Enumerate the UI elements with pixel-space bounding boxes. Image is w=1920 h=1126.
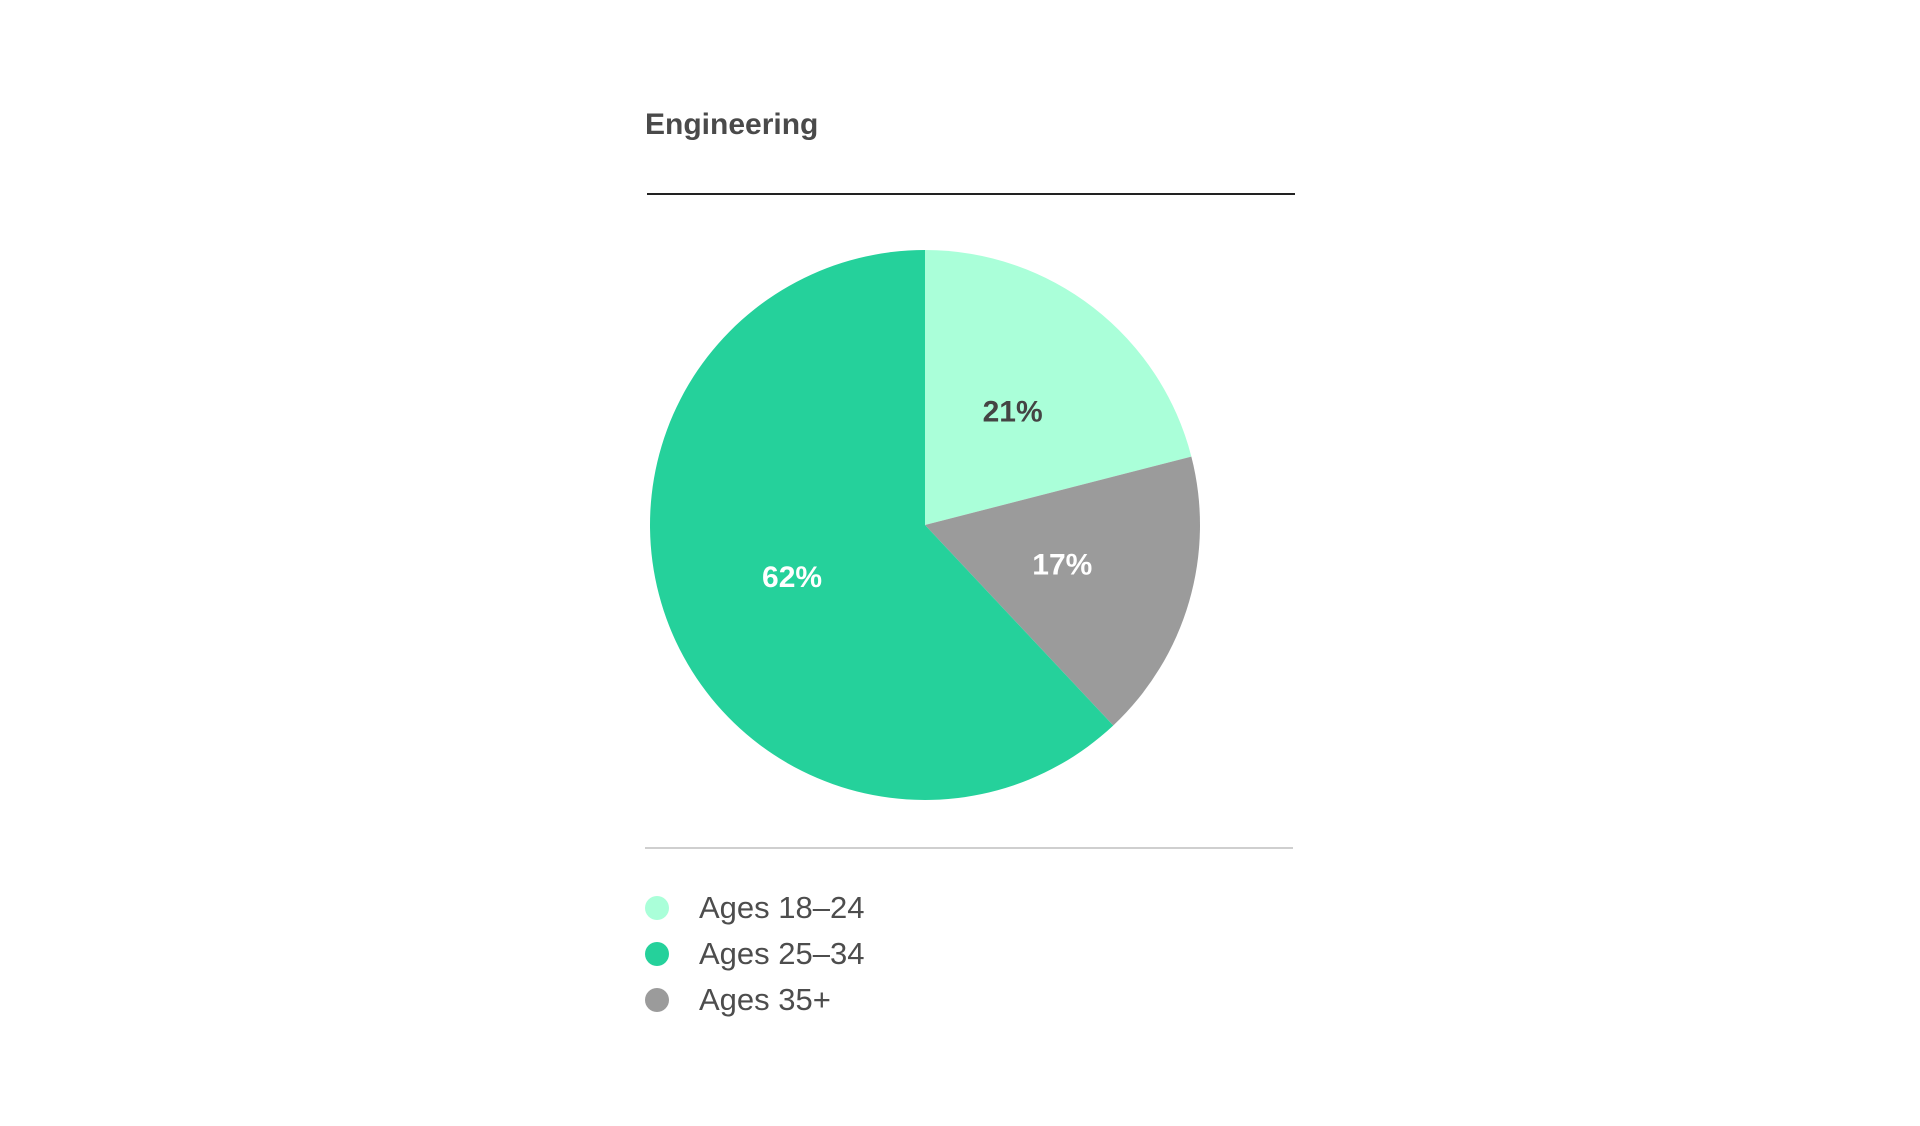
pie-slice-data-label: 17% bbox=[1032, 548, 1092, 581]
pie-slices bbox=[650, 250, 1200, 800]
legend-swatch-icon bbox=[645, 942, 669, 966]
legend-swatch-icon bbox=[645, 988, 669, 1012]
legend-item-ages-25-34: Ages 25–34 bbox=[645, 931, 864, 977]
legend-item-ages-18-24: Ages 18–24 bbox=[645, 885, 864, 931]
pie-slice-data-label: 62% bbox=[762, 561, 822, 594]
pie-chart-card: Engineering 21% 17% 62% Ages 18–24 Ages 25… bbox=[645, 90, 1295, 1050]
pie-chart: 21% 17% 62% bbox=[650, 250, 1200, 800]
legend-divider bbox=[645, 847, 1293, 849]
pie-slice-labels: 21% 17% 62% bbox=[762, 396, 1092, 595]
legend-item-ages-35-plus: Ages 35+ bbox=[645, 977, 864, 1023]
pie-slice-data-label: 21% bbox=[983, 396, 1043, 429]
legend-label: Ages 25–34 bbox=[699, 936, 865, 971]
chart-legend: Ages 18–24 Ages 25–34 Ages 35+ bbox=[645, 885, 864, 1023]
legend-label: Ages 18–24 bbox=[699, 890, 865, 925]
pie-slice-ages-35 bbox=[925, 456, 1200, 726]
title-divider bbox=[647, 193, 1295, 195]
pie-slice-ages-25-34 bbox=[650, 250, 1114, 800]
chart-title: Engineering bbox=[645, 108, 819, 141]
legend-label: Ages 35+ bbox=[699, 982, 831, 1017]
pie-slice-ages-18-24 bbox=[925, 250, 1192, 525]
legend-swatch-icon bbox=[645, 896, 669, 920]
